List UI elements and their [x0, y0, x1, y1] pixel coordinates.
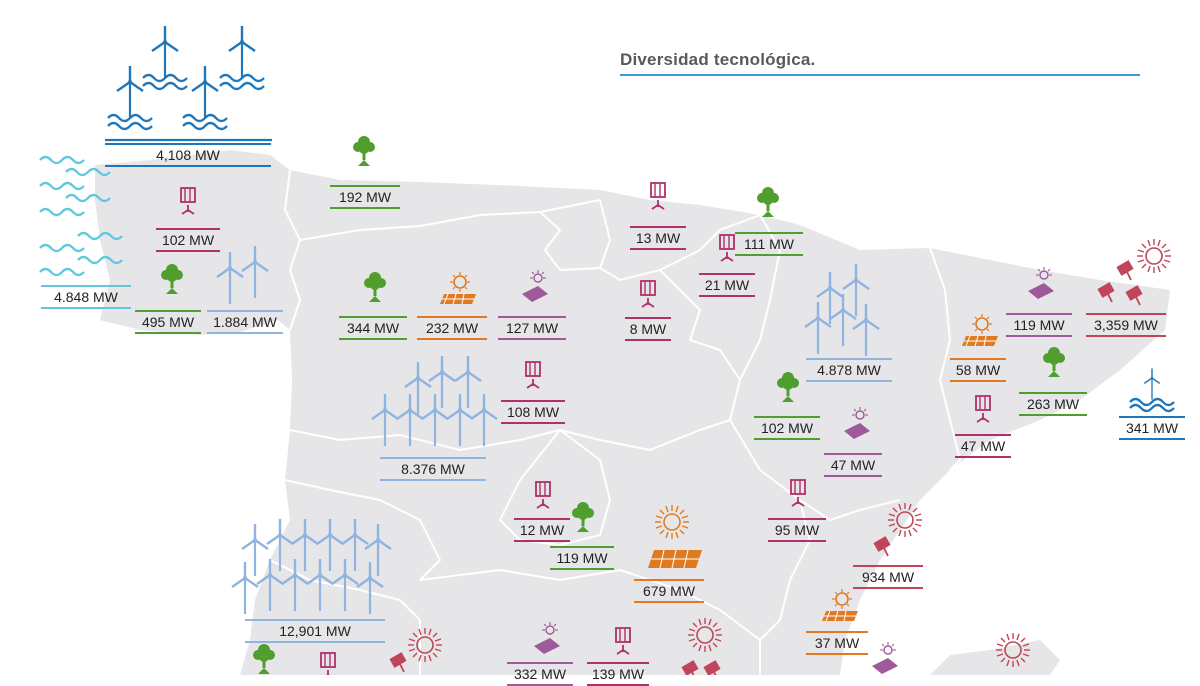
offshore-wind-icon	[1128, 367, 1176, 413]
capacity-label: 102 MW	[754, 416, 820, 440]
capacity-label: 8 MW	[625, 317, 671, 341]
capacity-label: 341 MW	[1119, 416, 1185, 440]
capacity-label: 47 MW	[955, 434, 1011, 458]
capacity-label: 192 MW	[330, 185, 400, 209]
capacity-label: 102 MW	[156, 228, 220, 252]
capacity-label: 332 MW	[507, 662, 573, 686]
capacity-label: 47 MW	[824, 453, 882, 477]
capacity-label: 344 MW	[339, 316, 407, 340]
page-title: Diversidad tecnológica.	[620, 50, 816, 69]
solar-panel-icon	[648, 504, 702, 569]
capacity-label: 8.376 MW	[380, 457, 486, 481]
capacity-label: 3,359 MW	[1086, 313, 1166, 337]
capacity-label: 934 MW	[853, 565, 923, 589]
capacity-label: 263 MW	[1019, 392, 1087, 416]
capacity-label: 679 MW	[634, 579, 704, 603]
offshore-wind-icon	[105, 24, 272, 142]
spain-landmass	[95, 150, 1170, 675]
capacity-label: 4,108 MW	[105, 143, 271, 167]
capacity-label: 139 MW	[587, 662, 649, 686]
baleares-landmass	[930, 640, 1060, 675]
capacity-label: 13 MW	[630, 226, 686, 250]
capacity-label: 21 MW	[699, 273, 755, 297]
capacity-label: 12,901 MW	[245, 619, 385, 643]
capacity-label: 119 MW	[550, 546, 614, 570]
capacity-label: 495 MW	[135, 310, 201, 334]
capacity-label: 4.878 MW	[806, 358, 892, 382]
capacity-label: 58 MW	[950, 358, 1006, 382]
capacity-label: 232 MW	[417, 316, 487, 340]
title-underline	[620, 74, 1140, 76]
capacity-label: 108 MW	[501, 400, 565, 424]
capacity-label: 95 MW	[768, 518, 826, 542]
capacity-label: 127 MW	[498, 316, 566, 340]
capacity-label: 111 MW	[735, 232, 803, 256]
capacity-label: 1.884 MW	[207, 310, 283, 334]
capacity-label: 119 MW	[1006, 313, 1072, 337]
capacity-label: 4.848 MW	[41, 285, 131, 309]
capacity-label: 37 MW	[806, 631, 868, 655]
region-borders	[269, 169, 962, 675]
capacity-label: 12 MW	[514, 518, 570, 542]
